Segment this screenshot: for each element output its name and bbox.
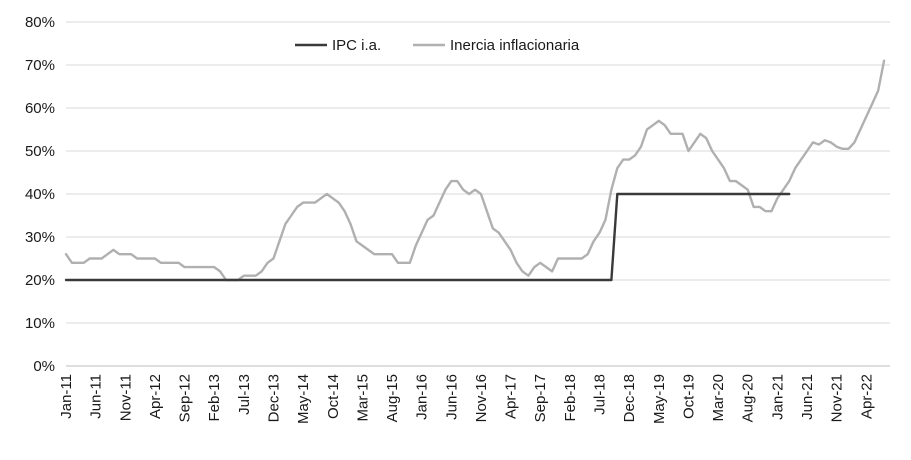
y-tick-label: 20% bbox=[25, 272, 55, 289]
series-lines bbox=[64, 59, 886, 282]
x-tick-label: Nov-16 bbox=[473, 374, 490, 422]
x-tick-label: Aug-15 bbox=[384, 374, 401, 422]
x-tick-label: Jan-16 bbox=[414, 374, 431, 420]
y-tick-label: 60% bbox=[25, 100, 55, 117]
x-tick-label: Oct-14 bbox=[325, 374, 342, 419]
y-tick-label: 40% bbox=[25, 186, 55, 203]
x-tick-label: Sep-12 bbox=[177, 374, 194, 422]
x-tick-label: Sep-17 bbox=[532, 374, 549, 422]
series-line-inercia bbox=[64, 59, 886, 282]
legend-label-inercia: Inercia inflacionaria bbox=[450, 37, 580, 54]
x-tick-label: Dec-18 bbox=[621, 374, 638, 422]
legend-label-ipc: IPC i.a. bbox=[332, 37, 381, 54]
y-gridlines bbox=[66, 21, 890, 324]
x-tick-label: Apr-12 bbox=[147, 374, 164, 419]
y-tick-label: 50% bbox=[25, 143, 55, 160]
y-tick-label: 10% bbox=[25, 315, 55, 332]
y-tick-label: 70% bbox=[25, 57, 55, 74]
y-tick-label: 30% bbox=[25, 229, 55, 246]
x-tick-label: Apr-22 bbox=[858, 374, 875, 419]
x-tick-label: Feb-18 bbox=[562, 374, 579, 422]
x-tick-label: Apr-17 bbox=[503, 374, 520, 419]
x-tick-label: Aug-20 bbox=[740, 374, 757, 422]
x-tick-label: Mar-15 bbox=[354, 374, 371, 422]
x-tick-label: Jun-11 bbox=[88, 374, 105, 419]
x-tick-label: Dec-13 bbox=[265, 374, 282, 422]
x-tick-label: Jun-16 bbox=[443, 374, 460, 420]
x-tick-label: May-19 bbox=[651, 374, 668, 424]
x-tick-label: Oct-19 bbox=[680, 374, 697, 419]
y-tick-label: 80% bbox=[25, 14, 55, 31]
series-line-ipc bbox=[64, 192, 791, 282]
x-tick-label: May-14 bbox=[295, 374, 312, 424]
x-tick-label: Nov-21 bbox=[829, 374, 846, 422]
x-tick-label: Nov-11 bbox=[117, 374, 134, 421]
x-tick-label: Mar-20 bbox=[710, 374, 727, 422]
x-tick-label: Jan-21 bbox=[769, 374, 786, 420]
y-axis-tick-labels: 0% 10% 20% 30% 40% 50% 60% 70% 80% bbox=[25, 14, 55, 375]
x-axis-tick-labels: Jan-11 Jun-11 Nov-11 Apr-12 Sep-12 Feb-13 Jul-… bbox=[58, 374, 875, 424]
x-tick-label: Jul-13 bbox=[236, 374, 253, 415]
y-tick-label: 0% bbox=[33, 358, 55, 375]
x-tick-label: Feb-13 bbox=[206, 374, 223, 422]
x-tick-label: Jan-11 bbox=[58, 374, 75, 419]
legend: IPC i.a. Inercia inflacionaria bbox=[295, 37, 580, 54]
x-tick-label: Jun-21 bbox=[799, 374, 816, 420]
x-tick-label: Jul-18 bbox=[592, 374, 609, 415]
